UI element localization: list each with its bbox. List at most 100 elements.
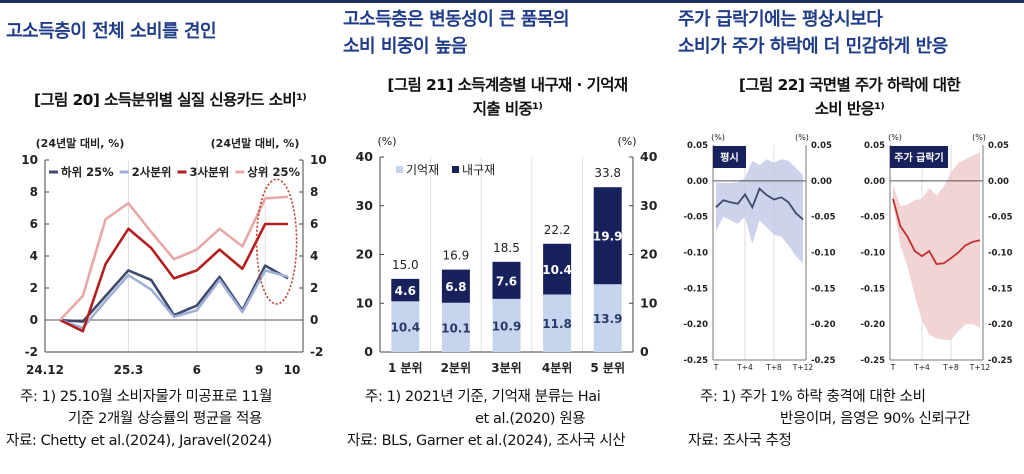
bar-memory xyxy=(391,301,420,352)
note-line: et al.(2020) 원용 xyxy=(475,411,586,427)
y-tick-label-left: -0.25 xyxy=(684,356,709,366)
y-tick-label-left: 10 xyxy=(356,295,374,310)
panel-label: 주가 급락기 xyxy=(894,151,943,164)
y-tick-label-left: 10 xyxy=(21,153,38,167)
panel-label: 평시 xyxy=(720,151,738,164)
y-tick-label-left: 6 xyxy=(30,217,38,231)
x-tick-label: T xyxy=(713,363,719,372)
bar-value-label: 13.9 xyxy=(593,312,623,326)
note-line: 주: 1) 주가 1% 하락 충격에 대한 소비 xyxy=(700,389,926,405)
y-tick-label-right: -0.25 xyxy=(988,356,1013,366)
legend-label: 3사분위 xyxy=(190,165,230,179)
series-line-3 xyxy=(59,195,289,321)
source-line: 자료: 조사국 추정 xyxy=(688,433,792,449)
figure-title-20: [그림 20] 소득분위별 실질 신용카드 소비¹⁾ xyxy=(0,88,340,112)
figure-title-line: 지출 비중¹⁾ xyxy=(472,100,543,118)
bar-value-label: 11.8 xyxy=(542,317,572,331)
figure-title-line: [그림 20] 소득분위별 실질 신용카드 소비¹⁾ xyxy=(33,91,307,109)
y-tick-label-right: 0.00 xyxy=(988,177,1009,187)
bar-value-label: 4.6 xyxy=(395,284,416,298)
y-tick-label-right: 2 xyxy=(310,281,318,295)
unit-label-left: (24년말 대비, %) xyxy=(36,136,125,150)
bar-total-label: 22.2 xyxy=(544,223,571,237)
bar-value-label: 10.4 xyxy=(390,321,420,335)
unit-label-right: (24년말 대비, %) xyxy=(211,136,300,150)
x-tick-label: T+12 xyxy=(969,363,991,372)
bar-memory xyxy=(441,302,470,352)
y-tick-label-right: 10 xyxy=(310,153,327,167)
y-tick-label-right: -0.05 xyxy=(988,213,1013,223)
bar-value-label: 10.4 xyxy=(542,263,572,277)
unit-label-right: (%) xyxy=(972,133,986,142)
panel-label-box xyxy=(713,146,746,168)
legend-label: 하위 25% xyxy=(61,165,114,179)
source-line: 자료: Chetty et al.(2024), Jaravel(2024) xyxy=(6,433,272,449)
x-tick-label: 1 분위 xyxy=(388,361,423,375)
x-tick-label: T+8 xyxy=(765,363,782,372)
confidence-band xyxy=(716,159,803,264)
y-tick-label-right: 0 xyxy=(310,313,318,327)
y-tick-label-left: 4 xyxy=(30,249,38,263)
figure-title-line: [그림 22] 국면별 주가 하락에 대한 xyxy=(738,76,961,94)
unit-label-right: (%) xyxy=(795,133,809,142)
highlight-ellipse xyxy=(255,178,298,305)
y-tick-label-right: 0.00 xyxy=(811,177,832,187)
bar-durable xyxy=(593,187,622,285)
headline-line: 소비 비중이 높음 xyxy=(343,36,467,57)
bar-total-label: 15.0 xyxy=(392,258,419,272)
y-tick-label-right: 8 xyxy=(310,185,318,199)
y-tick-label-left: 0.05 xyxy=(687,141,708,151)
bar-value-label: 19.9 xyxy=(593,230,623,244)
headline-line: 고소득층은 변동성이 큰 품목의 xyxy=(343,9,570,30)
y-tick-label-right: -0.20 xyxy=(988,320,1013,330)
figure-title-21: [그림 21] 소득계층별 내구재 · 기억재 지출 비중¹⁾ xyxy=(340,73,675,121)
x-tick-label: 5 분위 xyxy=(590,361,625,375)
y-tick-label-right: 30 xyxy=(640,198,658,213)
bar-durable xyxy=(492,261,521,299)
y-tick-label-left: 20 xyxy=(356,247,374,262)
y-tick-label-right: 10 xyxy=(640,295,658,310)
bar-total-label: 33.8 xyxy=(594,166,621,180)
y-tick-label-left: -0.10 xyxy=(861,249,886,259)
confidence-band xyxy=(893,152,980,340)
y-tick-label-left: 30 xyxy=(356,198,374,213)
y-tick-label-right: 40 xyxy=(640,149,658,164)
bar-value-label: 10.1 xyxy=(441,321,471,335)
note-21: 주: 1) 2021년 기준, 기억재 분류는 Hai et al.(2020) … xyxy=(347,386,626,452)
y-tick-label-right: -0.20 xyxy=(811,320,836,330)
response-line xyxy=(892,198,981,265)
y-tick-label-left: 0 xyxy=(364,344,373,359)
headline-line: 주가 급락기에는 평상시보다 xyxy=(678,9,883,30)
legend-label: 기억재 xyxy=(406,163,439,177)
bar-memory xyxy=(593,284,622,352)
y-tick-label-left: -0.05 xyxy=(684,213,709,223)
panel-label-box xyxy=(890,146,948,168)
series-line-1 xyxy=(59,269,289,330)
headline-3: 주가 급락기에는 평상시보다 소비가 주가 하락에 더 민감하게 반응 xyxy=(678,6,948,60)
x-tick-label: T+8 xyxy=(942,363,959,372)
legend-swatch xyxy=(452,166,459,173)
y-tick-label-right: -0.15 xyxy=(811,284,836,294)
legend-swatch xyxy=(396,166,403,173)
y-tick-label-right: 6 xyxy=(310,217,318,231)
x-tick-label: 25.3 xyxy=(114,363,144,377)
y-tick-label-right: -0.05 xyxy=(811,213,836,223)
y-tick-label-right: -0.25 xyxy=(811,356,836,366)
bar-memory xyxy=(492,298,521,352)
y-tick-label-left: -0.05 xyxy=(861,213,886,223)
x-tick-label: 24.12 xyxy=(26,363,64,377)
top-rule xyxy=(0,0,1024,3)
x-tick-label: 3분위 xyxy=(491,361,521,375)
y-tick-label-left: -0.15 xyxy=(684,284,709,294)
source-line: 자료: BLS, Garner et al.(2024), 조사국 시산 xyxy=(347,433,626,449)
legend-label: 2사분위 xyxy=(132,165,172,179)
response-line xyxy=(715,187,804,221)
note-line: 반응이며, 음영은 90% 신뢰구간 xyxy=(780,411,971,427)
y-tick-label-right: 20 xyxy=(640,247,658,262)
y-tick-label-left: 0.00 xyxy=(864,177,885,187)
y-tick-label-left: 0.05 xyxy=(864,141,885,151)
y-tick-label-left: -0.20 xyxy=(684,320,709,330)
y-tick-label-left: 0.00 xyxy=(687,177,708,187)
y-tick-label-left: -2 xyxy=(25,345,38,359)
